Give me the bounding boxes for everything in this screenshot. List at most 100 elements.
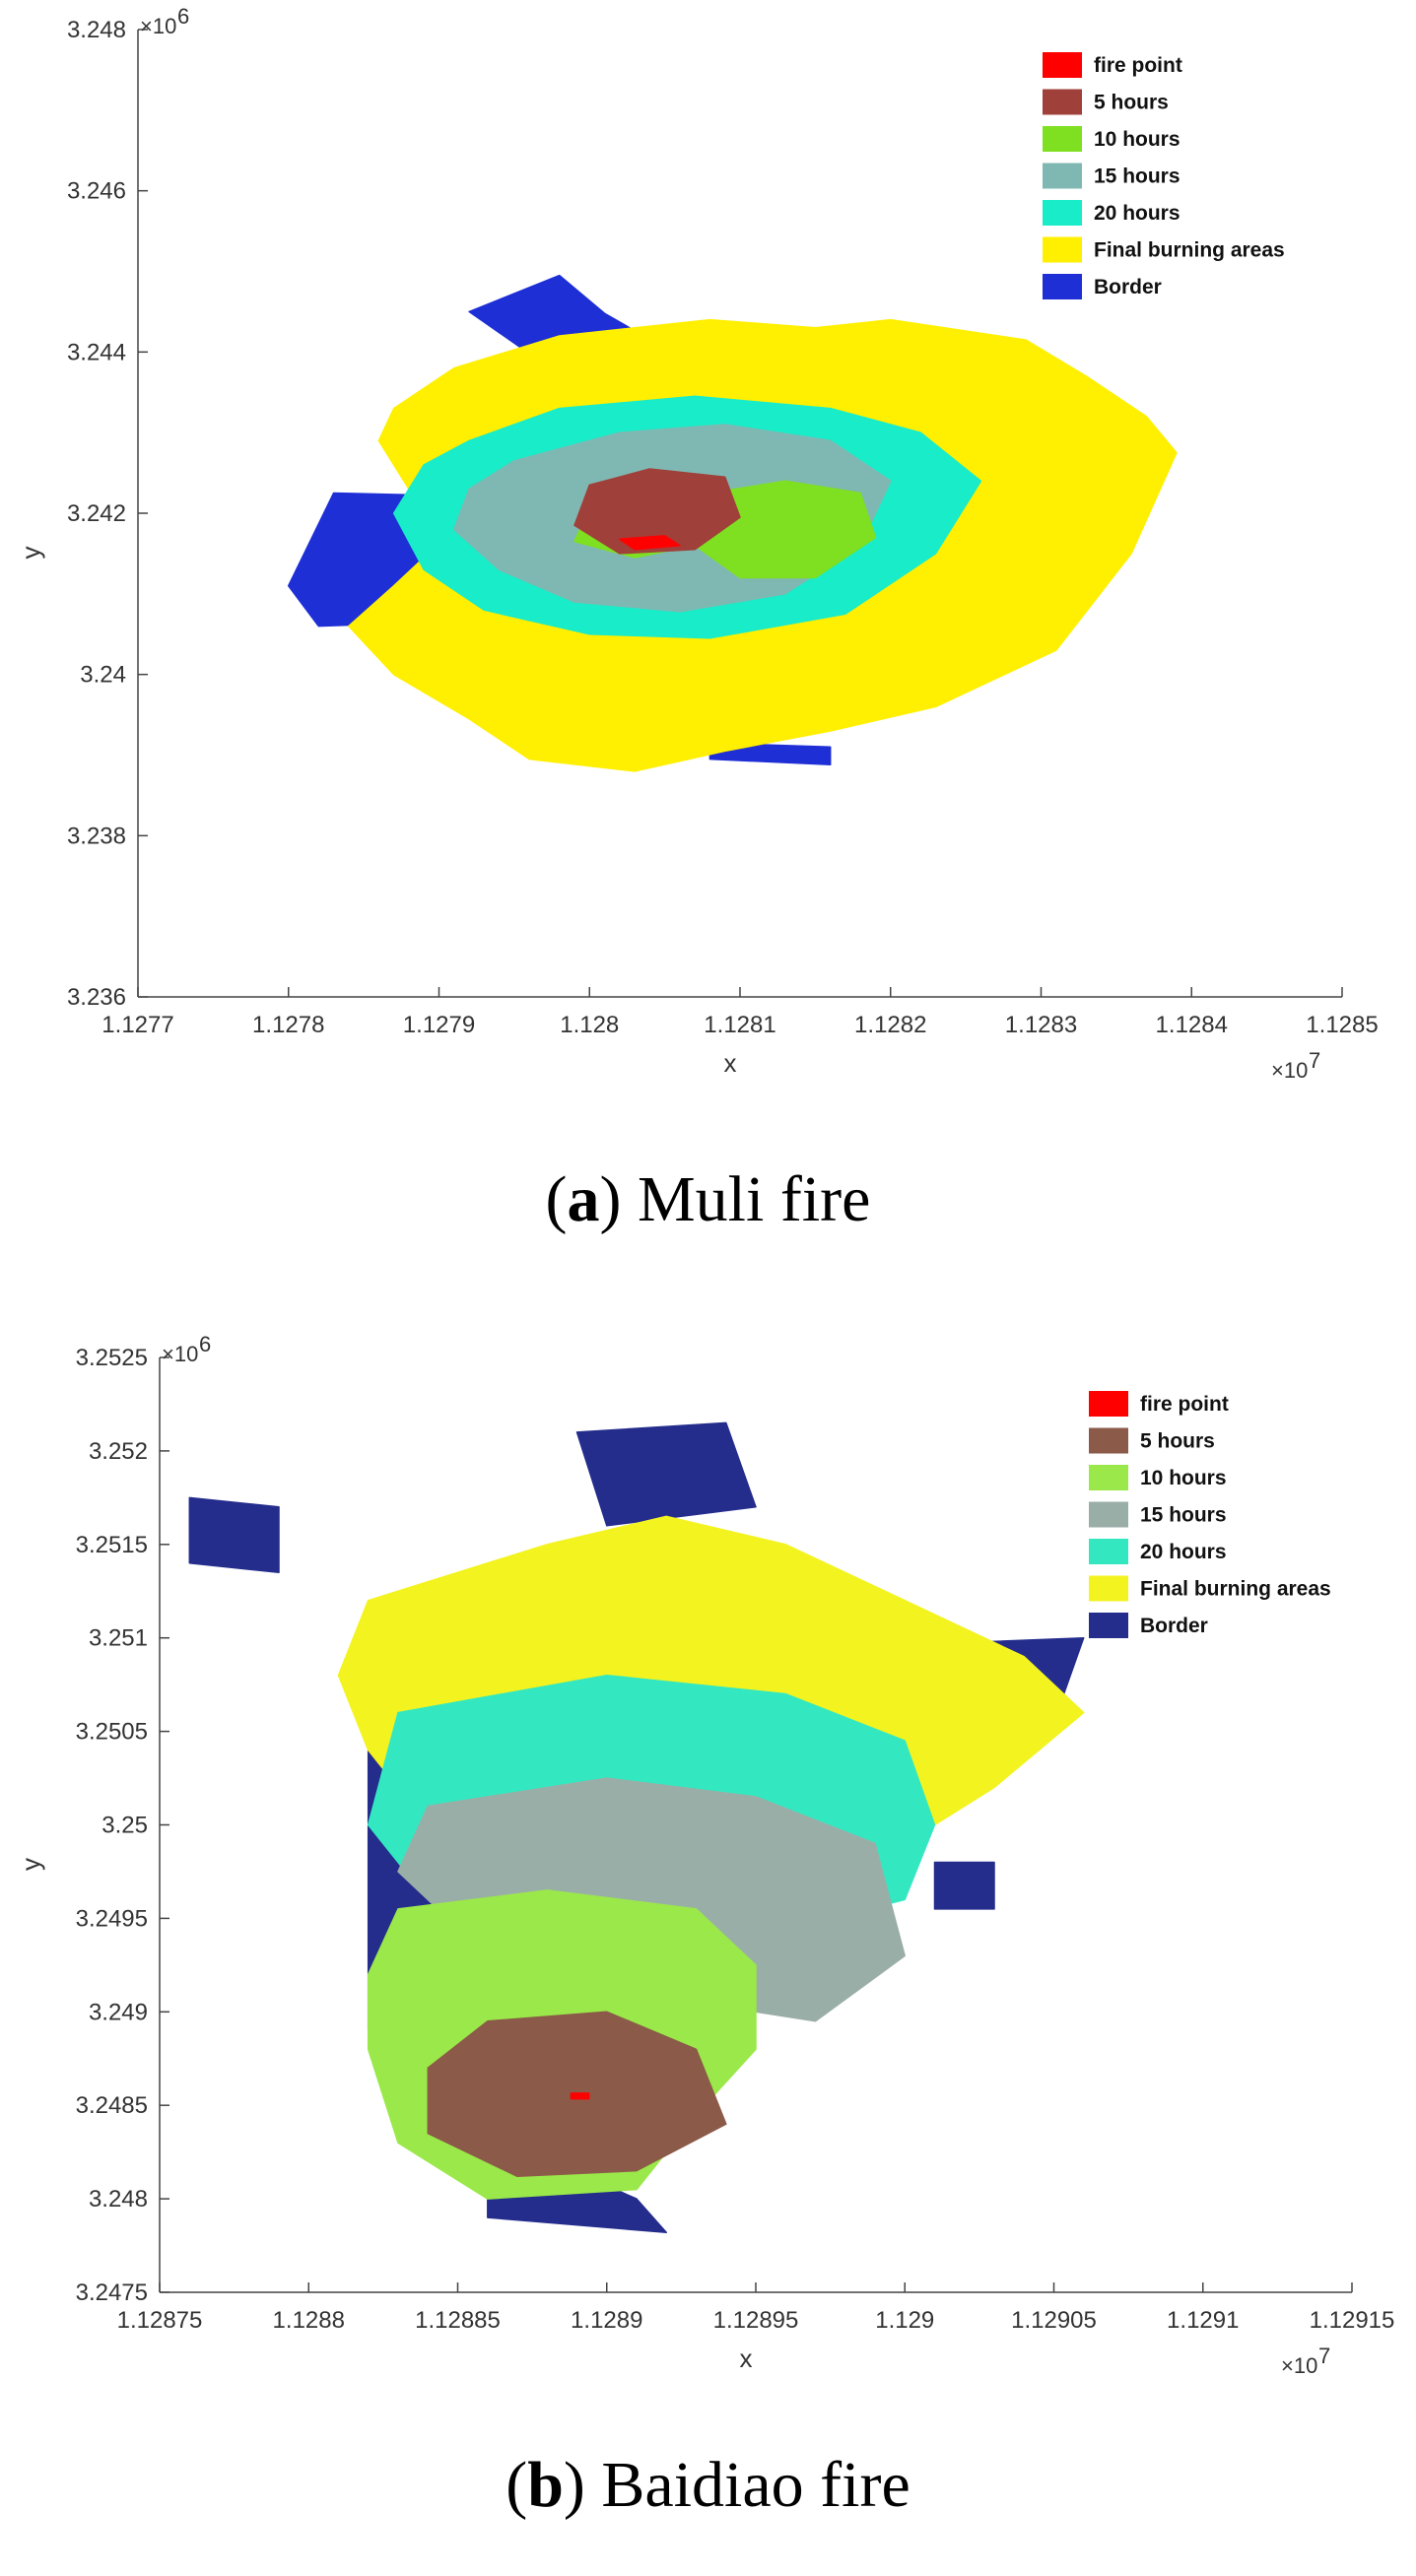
y-tick-label: 3.2485	[76, 2092, 148, 2119]
y-tick-label: 3.251	[89, 1625, 148, 1652]
y-tick-label: 3.236	[67, 984, 126, 1011]
legend-swatch	[1043, 274, 1082, 299]
legend-swatch	[1043, 200, 1082, 226]
legend-label: 15 hours	[1094, 165, 1180, 188]
y-tick-label: 3.242	[67, 500, 126, 527]
caption-letter: a	[567, 1163, 600, 1235]
caption-baidiao: (b) Baidiao fire	[0, 2448, 1416, 2523]
x-tick-label: 1.1289	[571, 2307, 642, 2334]
legend-swatch	[1089, 1613, 1128, 1638]
caption-text: ) Baidiao fire	[563, 2449, 910, 2521]
x-tick-label: 1.1282	[854, 1012, 926, 1038]
legend-swatch	[1089, 1465, 1128, 1490]
y-tick-label: 3.238	[67, 823, 126, 849]
x-tick-label: 1.12885	[415, 2307, 501, 2334]
caption-prefix: (	[545, 1163, 568, 1235]
x-tick-label: 1.1278	[252, 1012, 324, 1038]
legend-swatch	[1089, 1427, 1128, 1454]
x-exponent-power: 7	[1318, 2344, 1330, 2368]
y-tick-label: 3.248	[67, 17, 126, 43]
y-tick-label: 3.24	[80, 662, 126, 689]
region-patch	[619, 535, 681, 551]
x-tick-label: 1.1285	[1306, 1012, 1378, 1038]
x-tick-label: 1.1279	[403, 1012, 475, 1038]
legend-label: 10 hours	[1140, 1467, 1227, 1489]
x-tick-label: 1.12895	[713, 2307, 799, 2334]
caption-prefix: (	[506, 2449, 528, 2521]
legend-label: 20 hours	[1140, 1541, 1227, 1563]
y-tick-label: 3.246	[67, 178, 126, 205]
chart-panel-baidiao: 1.12875 1.1288 1.12885 1.1289 1.12895 1.129 1.…	[0, 1281, 1416, 2576]
x-tick-label: 1.1277	[101, 1012, 173, 1038]
region-fire-point	[570, 2092, 590, 2100]
x-tick-label: 1.1291	[1167, 2307, 1239, 2334]
map-plot-baidiao: 1.12875 1.1288 1.12885 1.1289 1.12895 1.129 1.…	[16, 1332, 1395, 2378]
region-5-hours	[573, 468, 741, 555]
legend-label: Border	[1140, 1615, 1208, 1637]
legend-swatch	[1089, 1575, 1128, 1602]
region-patch	[575, 1421, 757, 1527]
x-tick-label: 1.12915	[1310, 2307, 1395, 2334]
y-exponent-label: ×10	[140, 14, 176, 38]
y-tick-label: 3.244	[67, 339, 126, 365]
x-tick-label: 1.1281	[704, 1012, 775, 1038]
region-patch	[933, 1861, 995, 1910]
legend-label: 15 hours	[1140, 1504, 1227, 1527]
legend-label: fire point	[1140, 1393, 1229, 1416]
x-tick-label: 1.1288	[273, 2307, 345, 2334]
x-exponent-power: 7	[1309, 1048, 1320, 1073]
legend-label: Final burning areas	[1140, 1578, 1331, 1601]
chart-panel-muli: 1.1277 1.1278 1.1279 1.128 1.1281 1.1282 1.128…	[0, 0, 1416, 1281]
y-tick-label: 3.2505	[76, 1719, 148, 1746]
x-tick-label: 1.12905	[1011, 2307, 1097, 2334]
x-tick-label: 1.1283	[1005, 1012, 1077, 1038]
legend-swatch	[1089, 1391, 1128, 1417]
x-tick-label: 1.129	[875, 2307, 934, 2334]
y-tick-label: 3.2525	[76, 1345, 148, 1371]
legend-swatch	[1043, 89, 1082, 115]
legend-swatch	[1043, 236, 1082, 263]
y-exponent-power: 6	[177, 4, 189, 29]
x-exponent-label: ×10	[1271, 1058, 1308, 1083]
y-tick-label: 3.2495	[76, 1905, 148, 1932]
x-tick-label: 1.128	[560, 1012, 619, 1038]
legend-swatch	[1089, 1501, 1128, 1528]
caption-muli: (a) Muli fire	[0, 1162, 1416, 1237]
x-tick-label: 1.12875	[117, 2307, 203, 2334]
legend-label: 10 hours	[1094, 128, 1180, 151]
region-patch	[188, 1496, 280, 1574]
y-tick-label: 3.2515	[76, 1532, 148, 1558]
legend-label: Final burning areas	[1094, 239, 1285, 262]
y-exponent-power: 6	[199, 1332, 211, 1356]
caption-letter: b	[527, 2449, 564, 2521]
legend-label: Border	[1094, 276, 1162, 298]
y-axis-label: y	[16, 1858, 45, 1871]
y-axis-label: y	[16, 547, 45, 560]
x-axis-label: x	[740, 2344, 753, 2373]
region-patch	[573, 468, 741, 555]
y-exponent-label: ×10	[162, 1342, 198, 1366]
y-tick-label: 3.25	[101, 1813, 148, 1839]
legend: fire point 5 hours 10 hours 15 hours 20 hour…	[1043, 52, 1285, 299]
y-tick-label: 3.2475	[76, 2279, 148, 2306]
legend-label: 5 hours	[1094, 92, 1169, 114]
x-exponent-label: ×10	[1281, 2353, 1317, 2378]
y-tick-label: 3.249	[89, 1999, 148, 2025]
caption-text: ) Muli fire	[599, 1163, 871, 1235]
legend-label: fire point	[1094, 54, 1182, 77]
x-axis-label: x	[724, 1048, 737, 1078]
region-fire-point	[619, 535, 681, 551]
y-tick-label: 3.252	[89, 1438, 148, 1465]
legend-swatch	[1043, 163, 1082, 189]
legend-label: 5 hours	[1140, 1430, 1215, 1453]
legend-label: 20 hours	[1094, 202, 1180, 225]
x-tick-label: 1.1284	[1156, 1012, 1228, 1038]
legend-swatch	[1043, 52, 1082, 78]
region-patch	[694, 480, 877, 579]
legend: fire point 5 hours 10 hours 15 hours 20 hour…	[1089, 1391, 1331, 1638]
map-plot-muli: 1.1277 1.1278 1.1279 1.128 1.1281 1.1282 1.128…	[16, 4, 1379, 1083]
region-patch	[570, 2092, 590, 2100]
legend-swatch	[1089, 1539, 1128, 1564]
y-tick-label: 3.248	[89, 2186, 148, 2213]
legend-swatch	[1043, 126, 1082, 152]
